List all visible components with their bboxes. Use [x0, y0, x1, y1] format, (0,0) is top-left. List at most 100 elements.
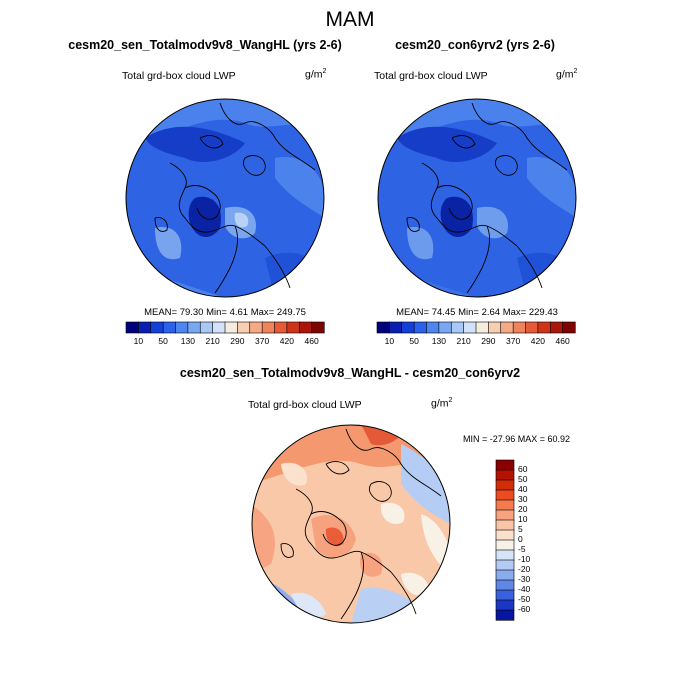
panel-1-colorbar	[125, 321, 325, 334]
panel-2-colorbar-swatch	[426, 321, 440, 334]
difference-colorbar-swatch	[495, 539, 515, 551]
difference-colorbar-swatch	[495, 569, 515, 581]
panel-1-colorbar-swatch	[150, 321, 164, 334]
panel-2-units: g/m2	[556, 68, 578, 81]
panel-2-colorbar-tick-label: 420	[530, 336, 545, 346]
panel-2-colorbar-swatch	[488, 321, 502, 334]
panel-2-colorbar-swatch	[537, 321, 551, 334]
difference-colorbar-tick-label: 40	[518, 484, 528, 494]
panel-2-title: cesm20_con6yrv2 (yrs 2-6)	[395, 38, 555, 52]
panel-2-colorbar-swatch	[389, 321, 403, 334]
difference-colorbar-tick-label: 50	[518, 474, 528, 484]
difference-colorbar-swatch	[495, 599, 515, 611]
panel-2-colorbar-swatch	[475, 321, 489, 334]
panel-1-colorbar-swatch	[261, 321, 276, 334]
difference-colorbar-swatch	[495, 499, 515, 511]
difference-colorbar-tick-label: 5	[518, 524, 523, 534]
panel-2-stats: MEAN= 74.45 Min= 2.64 Max= 229.43	[396, 307, 558, 318]
panel-2-colorbar-tick-label: 290	[481, 336, 496, 346]
difference-colorbar-ticks: 60 50 40 30 20 10 5 0 -5 -10 -20 -30 -40 -50 -60	[518, 460, 558, 620]
difference-colorbar-tick-label: 60	[518, 464, 528, 474]
panel-1-colorbar-tick-label: 10	[133, 336, 144, 346]
difference-colorbar-tick-label: -40	[518, 584, 531, 594]
difference-colorbar-swatch	[495, 489, 515, 501]
difference-colorbar-tick-label: -60	[518, 604, 531, 614]
panel-1-colorbar-swatch	[199, 321, 214, 334]
difference-colorbar-swatch	[495, 479, 515, 491]
difference-colorbar	[495, 459, 515, 621]
panel-1-colorbar-ticks: 10 50 130 210 290 370 420 460	[126, 336, 324, 348]
difference-colorbar-tick-label: -50	[518, 594, 531, 604]
difference-colorbar-swatch	[495, 589, 515, 601]
panel-1-colorbar-tick-label: 290	[230, 336, 245, 346]
difference-title: cesm20_sen_Totalmodv9v8_WangHL - cesm20_…	[179, 366, 521, 380]
difference-colorbar-tick-label: -20	[518, 564, 531, 574]
panel-1-colorbar-swatch	[237, 321, 251, 334]
difference-polar-map	[251, 424, 451, 624]
panel-2-colorbar-tick-label: 10	[384, 336, 395, 346]
difference-colorbar-swatch	[495, 579, 515, 591]
panel-1-colorbar-swatch	[138, 321, 152, 334]
panel-2-colorbar-swatch	[549, 321, 564, 334]
panel-2-colorbar-swatch	[438, 321, 452, 334]
difference-colorbar-swatch	[495, 559, 515, 571]
panel-1-colorbar-swatch	[187, 321, 201, 334]
difference-colorbar-swatch	[495, 509, 515, 521]
difference-variable-label: Total grd-box cloud LWP	[248, 399, 362, 411]
difference-colorbar-tick-label: 0	[518, 534, 523, 544]
difference-colorbar-swatch	[495, 459, 515, 471]
difference-colorbar-swatch	[495, 609, 515, 621]
panel-2-colorbar-swatch	[500, 321, 514, 334]
panel-2-colorbar-swatch	[512, 321, 527, 334]
panel-1-colorbar-tick-label: 210	[205, 336, 220, 346]
panel-1-colorbar-tick-label: 420	[279, 336, 294, 346]
panel-1-colorbar-swatch	[175, 321, 189, 334]
difference-colorbar-swatch	[495, 469, 515, 481]
panel-1-colorbar-swatch	[162, 321, 177, 334]
panel-1-colorbar-tick-label: 50	[158, 336, 168, 346]
panel-1-colorbar-swatch	[274, 321, 288, 334]
difference-min-max: MIN = -27.96 MAX = 60.92	[463, 434, 571, 444]
panel-2-colorbar-swatch	[525, 321, 539, 334]
panel-2-variable-label: Total grd-box cloud LWP	[374, 70, 488, 82]
panel-1-colorbar-swatch	[212, 321, 226, 334]
panel-2-colorbar-swatch	[450, 321, 465, 334]
panel-2-colorbar-tick-label: 50	[409, 336, 419, 346]
difference-colorbar-swatch	[495, 549, 515, 561]
panel-2-colorbar-tick-label: 130	[431, 336, 446, 346]
panel-1-title: cesm20_sen_Totalmodv9v8_WangHL (yrs 2-6)	[68, 38, 342, 52]
panel-2-polar-map	[377, 98, 577, 298]
panel-1-colorbar-swatch	[311, 321, 325, 334]
panel-1-colorbar-tick-label: 370	[255, 336, 270, 346]
panel-2-colorbar-tick-label: 210	[456, 336, 471, 346]
panel-1-stats: MEAN= 79.30 Min= 4.61 Max= 249.75	[144, 307, 306, 318]
panel-1-colorbar-swatch	[125, 321, 139, 334]
panel-1-colorbar-swatch	[224, 321, 238, 334]
difference-colorbar-swatch	[495, 529, 515, 541]
panel-2-colorbar-tick-label: 370	[506, 336, 521, 346]
panel-1-variable-label: Total grd-box cloud LWP	[122, 70, 236, 82]
panel-2-colorbar	[376, 321, 576, 334]
panel-1-colorbar-swatch	[286, 321, 300, 334]
panel-1-colorbar-tick-label: 460	[304, 336, 319, 346]
difference-colorbar-tick-label: -10	[518, 554, 531, 564]
panel-2-colorbar-ticks: 10 50 130 210 290 370 420 460	[377, 336, 575, 348]
difference-units: g/m2	[431, 397, 453, 410]
panel-1-colorbar-swatch	[249, 321, 263, 334]
panel-2-colorbar-tick-label: 460	[555, 336, 570, 346]
difference-colorbar-swatch	[495, 519, 515, 531]
difference-colorbar-tick-label: -5	[518, 544, 526, 554]
panel-2-colorbar-swatch	[376, 321, 390, 334]
panel-2-colorbar-swatch	[413, 321, 428, 334]
difference-colorbar-tick-label: 20	[518, 504, 528, 514]
panel-2-colorbar-swatch	[401, 321, 415, 334]
panel-1-colorbar-swatch	[298, 321, 313, 334]
panel-2-colorbar-swatch	[463, 321, 477, 334]
panel-1-polar-map	[125, 98, 325, 298]
difference-colorbar-tick-label: 10	[518, 514, 528, 524]
panel-2-colorbar-swatch	[562, 321, 576, 334]
difference-colorbar-tick-label: -30	[518, 574, 531, 584]
panel-1-colorbar-tick-label: 130	[180, 336, 195, 346]
difference-colorbar-tick-label: 30	[518, 494, 528, 504]
figure-title: MAM	[325, 8, 375, 31]
